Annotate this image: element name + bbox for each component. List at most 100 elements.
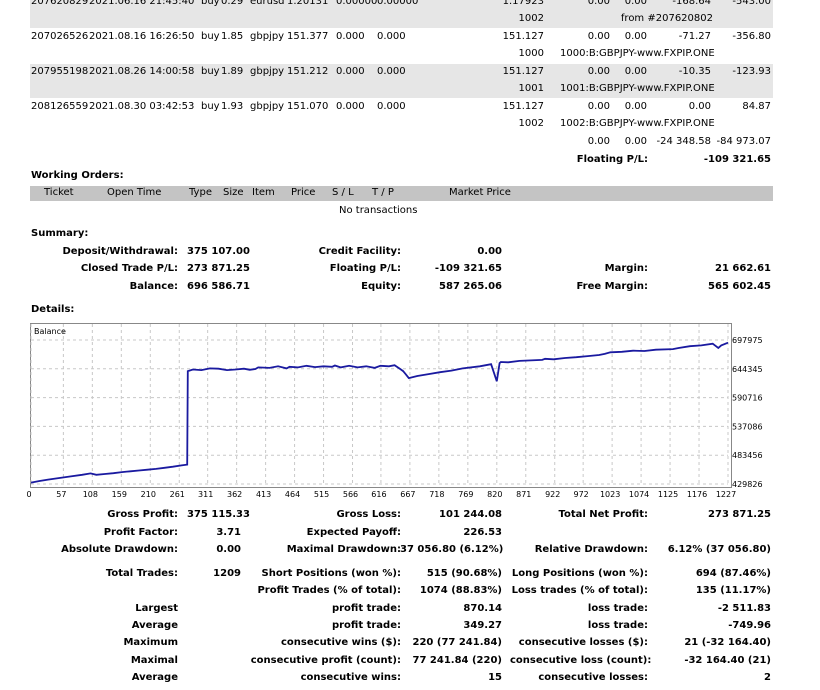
details-title: Details:	[31, 304, 75, 315]
average-loss-value: -749.96	[728, 620, 771, 631]
position-profit: -356.80	[732, 31, 771, 42]
x-tick-label: 1227	[716, 490, 736, 499]
chart-title: Balance	[34, 327, 66, 336]
x-tick-label: 1023	[600, 490, 620, 499]
table-row	[30, 0, 773, 28]
equity-value: 587 265.06	[439, 281, 502, 292]
position-price: 151.212	[287, 66, 329, 77]
x-tick-label: 1125	[658, 490, 678, 499]
position-tp: 0.00000	[377, 0, 419, 7]
x-tick-label: 566	[343, 490, 358, 499]
position-price: 1.20131	[287, 0, 329, 7]
avg-losses-label: consecutive losses:	[538, 672, 648, 683]
summary-title: Summary:	[31, 228, 89, 239]
x-tick-label: 871	[516, 490, 531, 499]
closed-pl-value: 273 871.25	[187, 263, 250, 274]
position-comment: 1002:B:GBPJPY-www.FXPIP.ONE	[560, 118, 715, 129]
position-tax: 0.00	[624, 66, 647, 77]
position-order-id: 1002	[518, 118, 544, 129]
total-swap: -24 348.58	[656, 136, 711, 147]
x-tick-label: 1074	[629, 490, 649, 499]
deposit-label: Deposit/Withdrawal:	[62, 246, 178, 257]
gross-profit-label: Gross Profit:	[107, 509, 178, 520]
maximal-label: Maximal	[130, 655, 178, 666]
position-tp: 0.000	[377, 101, 406, 112]
profit-trades-value: 1074 (88.83%)	[419, 585, 502, 596]
position-profit: -123.93	[732, 66, 771, 77]
gross-loss-value: 101 244.08	[439, 509, 502, 520]
col-tp: T / P	[372, 187, 394, 198]
total-commission: 0.00	[587, 136, 610, 147]
largest-loss-label: loss trade:	[587, 603, 648, 614]
position-comm: 0.00	[587, 31, 610, 42]
expected-payoff-label: Expected Payoff:	[306, 527, 401, 538]
position-order-id: 1000	[518, 48, 544, 59]
maximal-drawdown-label: Maximal Drawdown:	[286, 544, 401, 555]
position-market: 151.127	[502, 66, 544, 77]
col-open-time: Open Time	[107, 187, 162, 198]
position-comm: 0.00	[587, 66, 610, 77]
position-sl: 0.00000	[336, 0, 378, 7]
total-trades-value: 1209	[213, 568, 241, 579]
position-type: buy	[201, 101, 220, 112]
y-tick-label: 429826	[732, 480, 763, 489]
long-positions-label: Long Positions (won %):	[511, 568, 648, 579]
maximal-profit-label: consecutive profit (count):	[250, 655, 401, 666]
largest-profit-label: profit trade:	[331, 603, 401, 614]
position-tax: 0.00	[624, 0, 647, 7]
deposit-value: 375 107.00	[187, 246, 250, 257]
position-order-id: 1002	[518, 13, 544, 24]
balance-series-line	[30, 341, 729, 484]
position-size: 1.93	[221, 101, 244, 112]
position-tax: 0.00	[624, 101, 647, 112]
gross-loss-label: Gross Loss:	[336, 509, 401, 520]
position-size: 1.85	[221, 31, 244, 42]
free-margin-value: 565 602.45	[708, 281, 771, 292]
position-market: 1.17923	[502, 0, 544, 7]
closed-pl-label: Closed Trade P/L:	[80, 263, 178, 274]
x-tick-label: 972	[574, 490, 589, 499]
profit-factor-label: Profit Factor:	[103, 527, 178, 538]
y-tick-label: 590716	[732, 394, 763, 403]
x-tick-label: 261	[170, 490, 185, 499]
position-comment: 1000:B:GBPJPY-www.FXPIP.ONE	[560, 48, 715, 59]
position-ticket: 207955198	[31, 66, 89, 77]
x-tick-label: 57	[56, 490, 66, 499]
no-transactions: No transactions	[339, 205, 418, 216]
relative-drawdown-value: 6.12% (37 056.80)	[667, 544, 771, 555]
position-ticket: 208126559	[31, 101, 89, 112]
x-tick-label: 464	[285, 490, 300, 499]
equity-label: Equity:	[361, 281, 401, 292]
balance-chart: 0 57 108 159 210 261 311 362 413 464 515 566 616 667 7…	[26, 323, 763, 499]
position-ticket: 207026526	[31, 31, 89, 42]
col-item: Item	[252, 187, 275, 198]
position-type: buy	[201, 31, 220, 42]
absolute-drawdown-value: 0.00	[216, 544, 241, 555]
col-type: Type	[189, 187, 212, 198]
position-type: buy	[201, 0, 220, 7]
avg-losses-value: 2	[764, 672, 771, 683]
position-tp: 0.000	[377, 66, 406, 77]
y-tick-label: 483456	[732, 451, 763, 460]
x-tick-label: 108	[83, 490, 98, 499]
table-row	[30, 64, 773, 98]
relative-drawdown-label: Relative Drawdown:	[534, 544, 648, 555]
x-tick-label: 1176	[687, 490, 707, 499]
x-tick-label: 159	[112, 490, 127, 499]
maximal-loss-label: consecutive loss (count):	[510, 655, 652, 666]
position-sl: 0.000	[336, 31, 365, 42]
max-wins-label: consecutive wins ($):	[280, 637, 401, 648]
largest-loss-value: -2 511.83	[717, 603, 771, 614]
position-time: 2021.06.16 21:45:40	[89, 0, 195, 7]
floating-pl-label: Floating P/L:	[576, 154, 648, 165]
total-trades-label: Total Trades:	[105, 568, 178, 579]
position-swap: -10.35	[678, 66, 711, 77]
credit-label: Credit Facility:	[318, 246, 401, 257]
x-tick-label: 616	[371, 490, 386, 499]
x-tick-label: 362	[227, 490, 242, 499]
average-loss-label: loss trade:	[587, 620, 648, 631]
max-losses-label: consecutive losses ($):	[518, 637, 648, 648]
position-comm: 0.00	[587, 101, 610, 112]
largest-label: Largest	[135, 603, 178, 614]
y-tick-label: 644345	[732, 365, 763, 374]
